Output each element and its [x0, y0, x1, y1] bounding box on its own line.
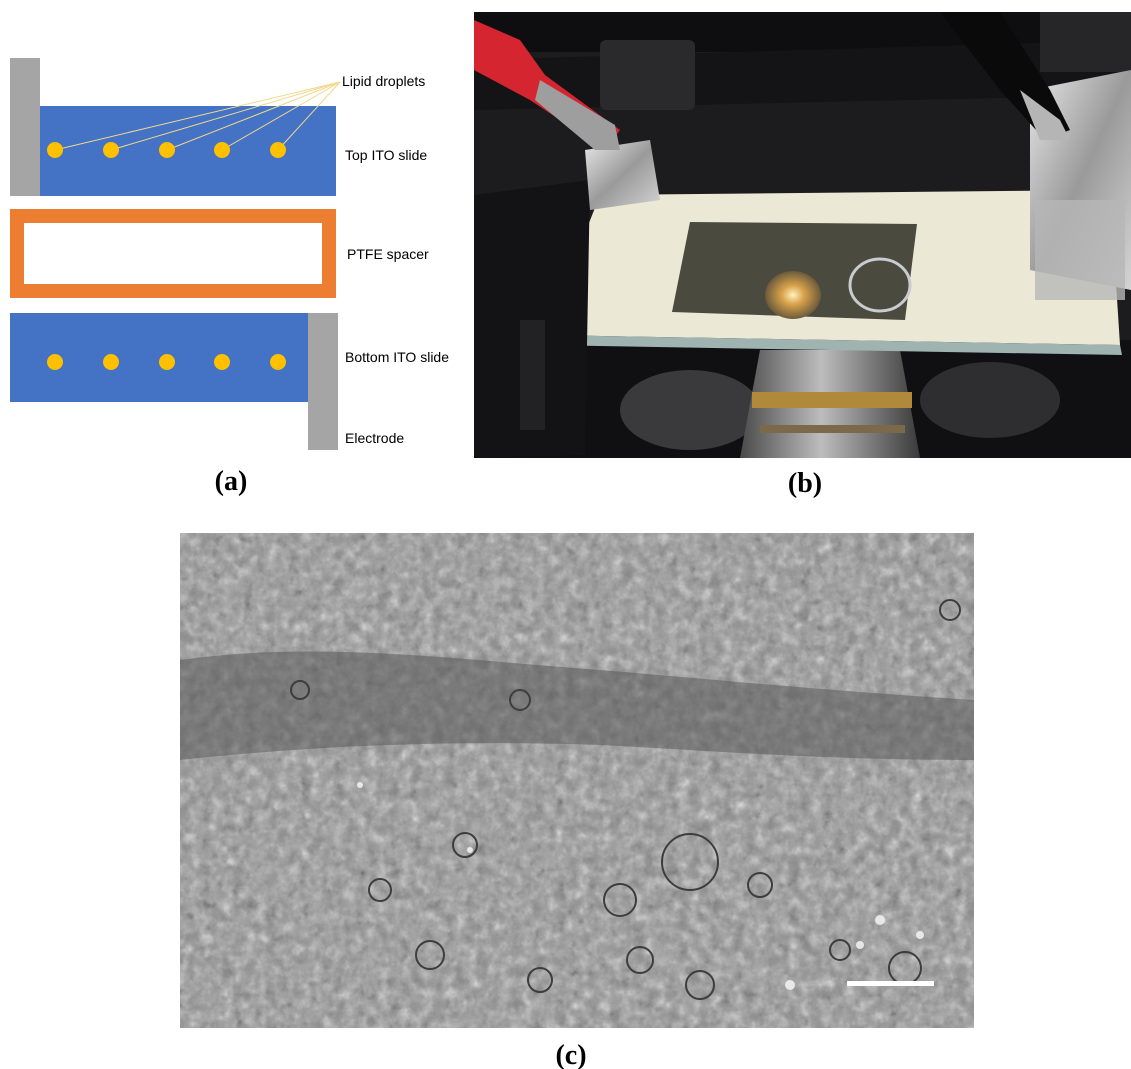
top-droplets — [47, 142, 286, 158]
scale-bar — [847, 981, 934, 986]
lipid-droplet — [270, 142, 286, 158]
panel-c-micrograph — [180, 533, 974, 1028]
lipid-droplet — [270, 354, 286, 370]
panel-b-photo — [474, 12, 1131, 458]
lipid-droplet — [47, 354, 63, 370]
caption-c: (c) — [555, 1040, 586, 1069]
bottom-droplets — [47, 354, 286, 370]
label-ptfe-spacer: PTFE spacer — [347, 246, 429, 262]
caption-b: (b) — [788, 468, 822, 499]
panel-a-schematic: Lipid droplets Top ITO slide PTFE spacer… — [10, 58, 449, 497]
label-electrode: Electrode — [345, 430, 404, 446]
leader-lines — [54, 81, 341, 151]
top-ito-slide — [40, 106, 336, 196]
caption-a: (a) — [215, 466, 248, 497]
label-lipid-droplets: Lipid droplets — [342, 73, 425, 89]
vesicles — [290, 599, 961, 1000]
lipid-droplet — [47, 142, 63, 158]
lipid-droplet — [103, 142, 119, 158]
bottom-electrode — [308, 313, 338, 450]
lipid-droplet — [214, 142, 230, 158]
lipid-droplet — [214, 354, 230, 370]
label-top-ito-slide: Top ITO slide — [345, 147, 427, 163]
lipid-droplet — [159, 354, 175, 370]
lipid-droplet — [159, 142, 175, 158]
ptfe-spacer — [10, 209, 336, 298]
lipid-droplet — [103, 354, 119, 370]
top-electrode — [10, 58, 40, 196]
label-bottom-ito-slide: Bottom ITO slide — [345, 349, 449, 365]
